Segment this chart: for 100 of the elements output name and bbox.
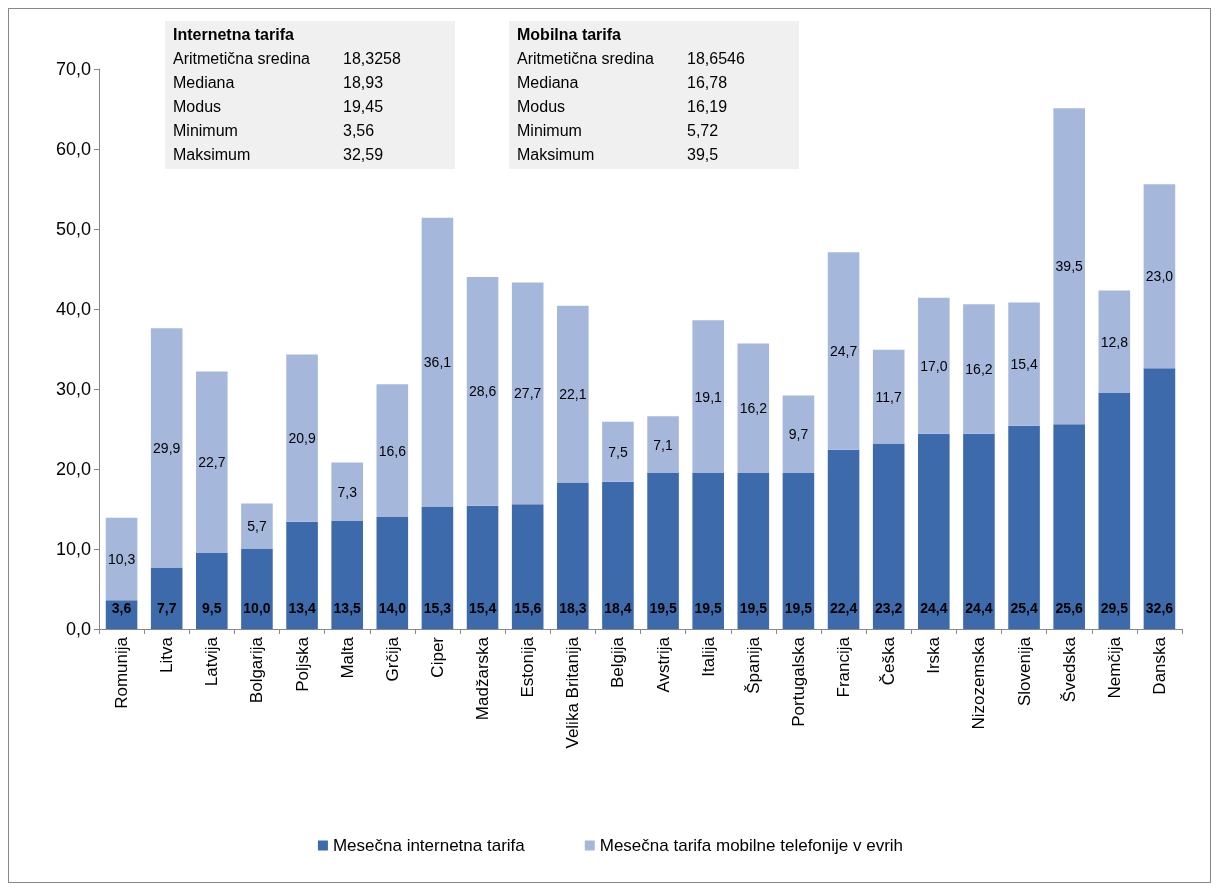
legend-label: Mesečna internetna tarifa [332,836,526,855]
text: Internetna tarifa [173,26,294,43]
x-tick-label: Latvija [202,636,222,687]
x-tick-label: Portugalska [788,636,808,727]
annotation: 32,59 [343,145,384,165]
bar [782,473,815,629]
data-label: 29,9 [153,439,181,456]
annotation: Mediana [517,73,580,93]
y-tick-label: 10,0 [55,539,91,559]
data-label: 29,5 [1100,600,1129,616]
text: Mobilna tarifa [517,26,622,43]
data-label: 13,5 [333,600,362,616]
x-tick-label: Belgija [608,636,628,689]
data-label: 15,6 [514,600,542,616]
annotation: 3,56 [343,121,375,141]
text: 18,6546 [687,50,745,67]
bar [1143,368,1176,629]
data-label: 19,5 [649,600,677,616]
x-tick-label: Francija [834,636,854,698]
data-label: 16,2 [739,400,768,417]
bar [421,506,454,629]
x-tick-label: Italija [698,636,718,677]
x-tick-label: Estonija [518,636,538,698]
data-label: 32,6 [1145,600,1174,616]
bar [376,517,409,629]
bar [737,343,770,473]
bar [511,282,544,505]
annotation: 16,19 [687,97,728,117]
x-tick-label: Velika Britanija [563,636,583,749]
data-label: 7,7 [156,600,177,616]
data-label: 24,4 [965,600,993,616]
bar [782,395,815,473]
x-tick-label: Slovenija [1014,636,1034,706]
annotation: 16,78 [687,73,728,93]
bar [827,252,860,450]
data-label: 24,7 [829,343,858,359]
x-tick-label: Grčija [382,636,402,682]
annotation: Mediana [173,73,236,93]
bar [196,371,228,553]
data-label: 18,4 [604,600,632,616]
annotation: Minimum [517,121,583,141]
bar [331,521,363,629]
bar [963,433,995,629]
data-label: 18,3 [559,600,587,616]
x-tick-label: Madžarska [473,636,493,721]
annotation: Maksimum [173,145,252,165]
bar [286,521,318,629]
y-tick-label: 70,0 [55,59,91,79]
annotation: Minimum [173,121,239,141]
bar [872,443,905,629]
bar [918,433,950,629]
bar [1098,290,1131,393]
annotation: Modus [173,97,223,117]
x-tick-label: Češka [879,636,899,686]
y-tick-label: 40,0 [55,299,91,319]
x-tick-label: Malta [337,636,357,679]
y-tick-label: 60,0 [55,139,91,159]
y-tick-label: 0,0 [65,619,91,639]
bar [1098,393,1131,629]
data-label: 10,3 [107,551,136,567]
bar [331,462,363,521]
data-label: 23,2 [875,600,903,616]
data-label: 12,8 [1100,333,1129,350]
bar [602,481,634,629]
x-tick-label: Ciper [427,636,447,678]
bar [1143,184,1176,369]
x-tick-label: Litva [157,636,177,673]
data-label: 7,5 [608,443,628,460]
data-label: 20,9 [288,430,316,447]
y-tick-label: 50,0 [55,219,91,239]
data-label: 10,0 [243,600,271,616]
annotation: Modus [517,97,567,117]
data-label: 9,7 [788,426,809,443]
bar [827,449,860,629]
bar [241,549,273,629]
data-label: 22,4 [829,600,858,616]
text: 18,3258 [343,50,401,67]
bar [196,553,228,629]
annotation: 5,72 [687,121,719,141]
data-label: 3,6 [111,600,132,616]
bar [557,482,589,629]
y-tick-label: 30,0 [55,379,91,399]
x-tick-label: Nemčija [1104,636,1124,699]
x-tick-label: Španija [743,636,763,694]
data-label: 27,7 [514,385,542,402]
bar [918,297,950,434]
annotation: 39,5 [687,145,719,165]
data-label: 19,5 [694,600,723,616]
legend-label: Mesečna tarifa mobilne telefonije v evrih [599,836,904,855]
x-tick-label: Avstrija [653,636,673,693]
bar [1053,108,1085,425]
data-label: 36,1 [423,354,452,371]
annotation: 18,93 [343,73,384,93]
bar [872,349,905,444]
x-tick-label: Švedska [1059,636,1079,703]
data-label: 16,6 [378,442,407,459]
data-label: 14,0 [378,600,407,616]
data-label: 16,2 [965,361,993,377]
bar [376,384,409,517]
data-label: 22,7 [198,454,226,471]
